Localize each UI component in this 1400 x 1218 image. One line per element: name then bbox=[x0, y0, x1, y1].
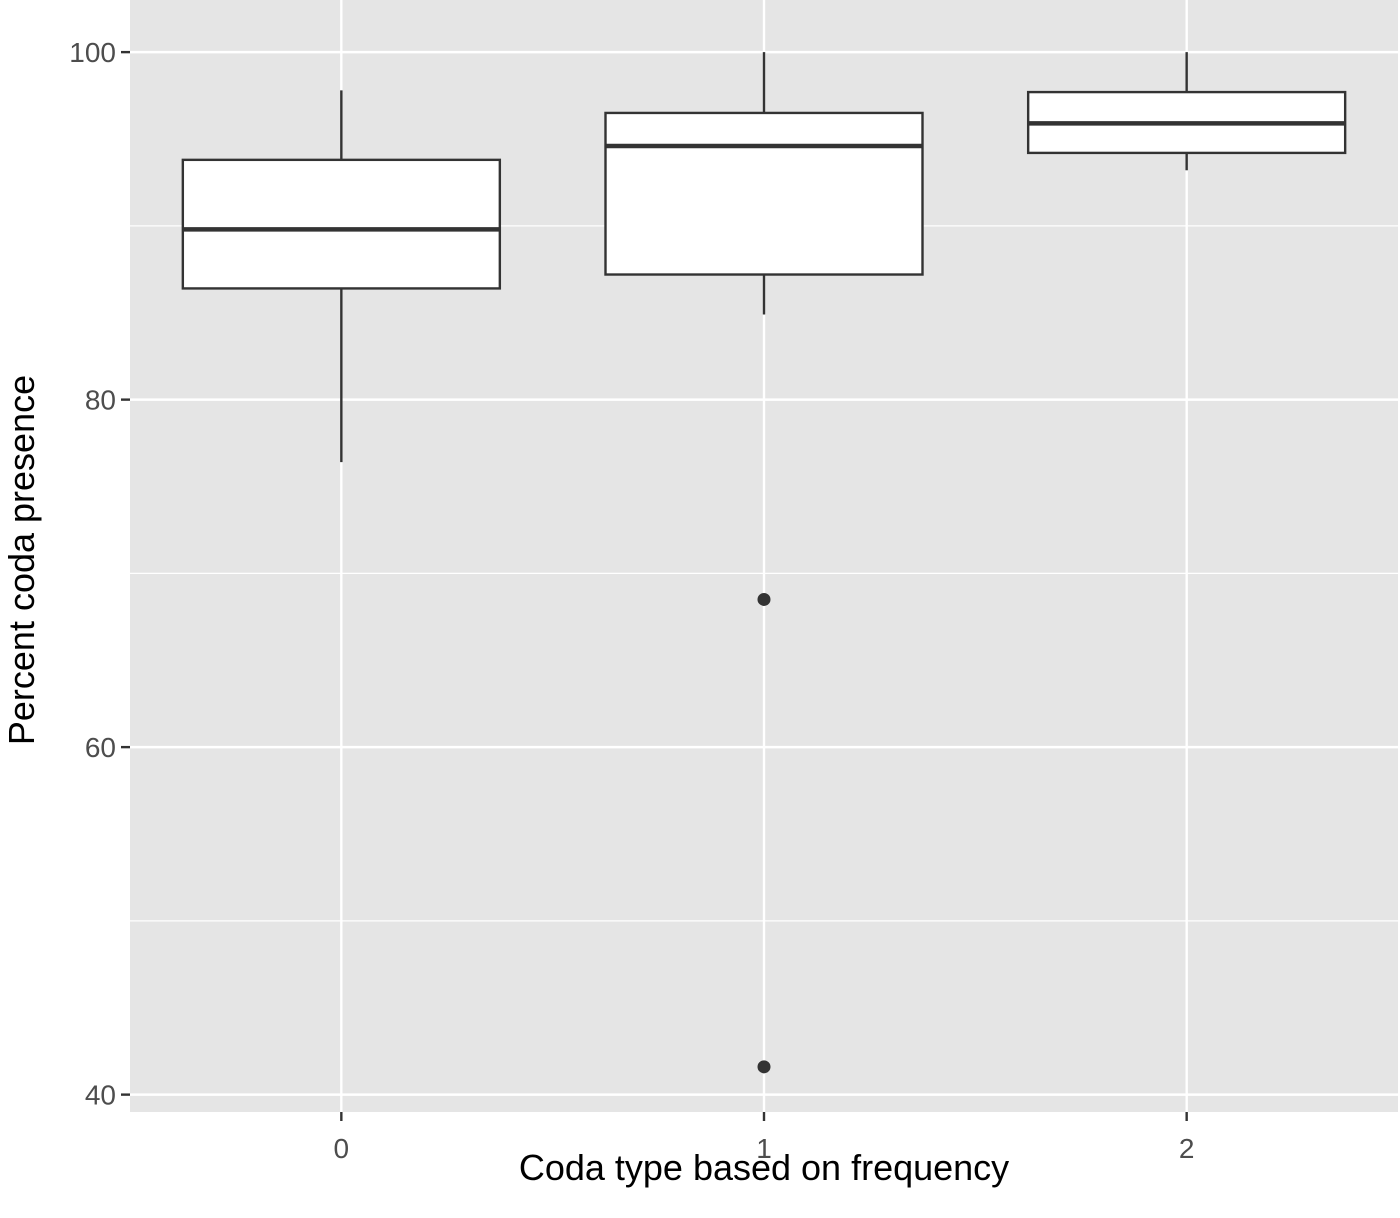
y-axis-title: Percent coda presence bbox=[1, 375, 42, 745]
box-2 bbox=[1026, 52, 1347, 171]
y-axis: 40 60 80 100 bbox=[69, 37, 130, 1111]
y-tick-label: 60 bbox=[85, 732, 116, 763]
y-tick-label: 80 bbox=[85, 385, 116, 416]
x-axis-title: Coda type based on frequency bbox=[519, 1147, 1009, 1188]
x-tick-label: 0 bbox=[334, 1133, 350, 1164]
box-iqr bbox=[181, 158, 502, 290]
box-group bbox=[181, 52, 1347, 1074]
x-tick-label: 1 bbox=[756, 1133, 772, 1164]
y-tick-label: 40 bbox=[85, 1080, 116, 1111]
outlier-point bbox=[757, 1060, 771, 1074]
x-tick-label: 2 bbox=[1179, 1133, 1195, 1164]
box-0 bbox=[181, 90, 502, 463]
x-axis: 0 1 2 bbox=[334, 1112, 1195, 1164]
box-1 bbox=[604, 52, 924, 1074]
box-iqr bbox=[604, 111, 924, 276]
outlier-point bbox=[757, 592, 771, 606]
y-tick-label: 100 bbox=[69, 37, 116, 68]
